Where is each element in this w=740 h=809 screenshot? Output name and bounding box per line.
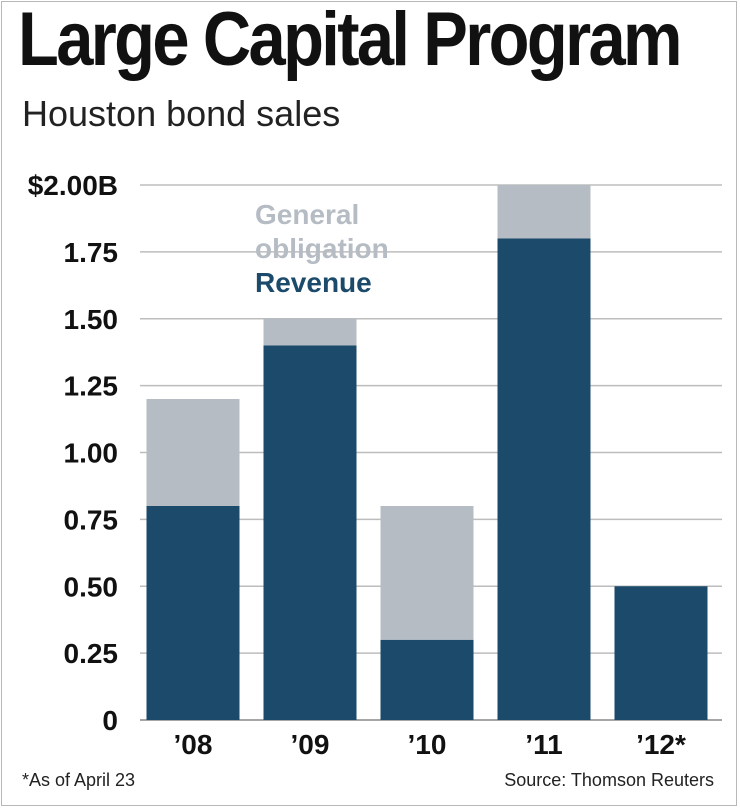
x-tick-label: ’09 (291, 729, 330, 760)
legend-revenue: Revenue (255, 267, 372, 298)
legend-general-obligation-line-1: General (255, 199, 359, 230)
y-tick-label: 1.50 (64, 304, 119, 335)
y-tick-label: 1.25 (64, 371, 119, 402)
y-tick-label: 0.25 (64, 638, 119, 669)
y-tick-label: 0.50 (64, 571, 119, 602)
y-tick-label: 1.00 (64, 438, 119, 469)
chart-subtitle: Houston bond sales (22, 93, 341, 134)
y-axis-tick-labels: 0 0.25 0.50 0.75 1.00 1.25 1.50 1.75 $2.00B (28, 170, 118, 736)
legend-general-obligation-line-2: obligation (255, 233, 389, 264)
x-axis-tick-labels: ’08 ’09 ’10 ’11 ’12* (174, 729, 686, 760)
bar-revenue (380, 639, 474, 720)
bar-general-obligation (497, 185, 591, 239)
bar-revenue (614, 586, 708, 720)
bar-general-obligation (146, 399, 240, 506)
y-tick-label: $2.00B (28, 170, 118, 201)
bar-general-obligation (380, 506, 474, 640)
legend: General obligation Revenue (255, 199, 389, 298)
bar-revenue (146, 506, 240, 720)
source-credit: Source: Thomson Reuters (504, 770, 714, 790)
y-tick-label: 0 (102, 705, 118, 736)
x-tick-label: ’08 (174, 729, 213, 760)
chart-title: Large Capital Program (18, 0, 682, 82)
bar-revenue (263, 345, 357, 720)
y-tick-label: 0.75 (64, 504, 119, 535)
x-tick-label: ’11 (525, 729, 562, 760)
bar-general-obligation (263, 318, 357, 346)
y-tick-label: 1.75 (64, 237, 119, 268)
x-tick-label: ’12* (636, 729, 686, 760)
bars (146, 185, 708, 720)
x-tick-label: ’10 (408, 729, 447, 760)
bar-revenue (497, 238, 591, 720)
footnote: *As of April 23 (22, 770, 136, 790)
